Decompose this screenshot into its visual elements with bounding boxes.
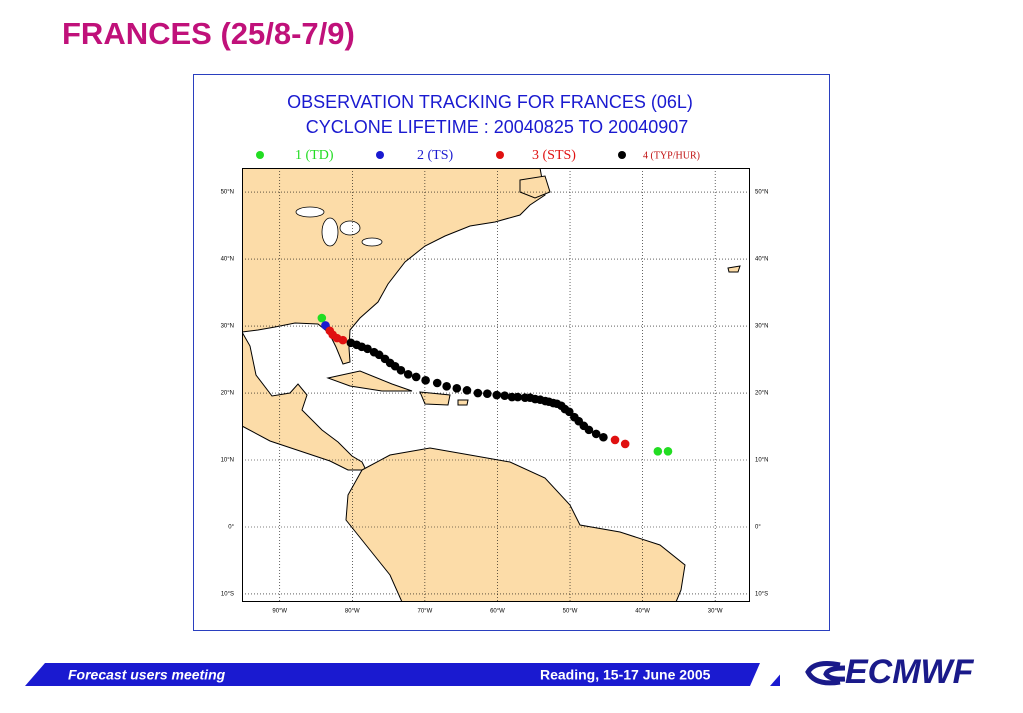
track-point — [473, 388, 483, 398]
map-title: CYCLONE LIFETIME : 20040825 TO 20040907 — [306, 117, 689, 137]
y-tick-label: 10°N — [755, 458, 768, 464]
x-tick-label: 60°W — [490, 609, 505, 615]
logo-swirl — [805, 661, 846, 686]
footer-right: Reading, 15-17 June 2005 — [540, 667, 711, 683]
footer-notch — [0, 663, 45, 686]
track-point — [432, 378, 442, 388]
footer-bar — [0, 663, 780, 686]
track-point — [403, 369, 413, 379]
lakes — [295, 206, 383, 247]
y-tick-label: 40°N — [221, 257, 234, 263]
track-point — [591, 429, 601, 439]
track-point — [663, 447, 673, 456]
y-tick-label: 30°N — [221, 324, 234, 330]
legend-marker — [496, 151, 504, 159]
land — [242, 168, 741, 602]
legend-label: 4 (TYP/HUR) — [643, 150, 700, 161]
track-point — [442, 382, 451, 391]
x-tick-label: 70°W — [418, 609, 433, 615]
track-point — [507, 392, 517, 402]
y-tick-label: 0° — [755, 525, 761, 531]
track-point — [411, 372, 421, 382]
track-point — [482, 389, 492, 399]
track-point — [570, 412, 579, 422]
legend-label: 1 (TD) — [295, 148, 334, 163]
legend-marker — [256, 151, 264, 159]
y-tick-label: 20°N — [221, 391, 234, 397]
x-tick-label: 90°W — [272, 609, 287, 615]
legend-label: 3 (STS) — [532, 148, 576, 163]
track-point — [369, 347, 379, 357]
track-point — [346, 338, 356, 348]
y-tick-label: 20°N — [755, 391, 768, 397]
x-tick-label: 30°W — [708, 609, 723, 615]
track-point — [500, 391, 510, 401]
y-tick-label: 40°N — [755, 257, 768, 263]
y-tick-label: 0° — [228, 525, 234, 531]
legend-marker — [376, 151, 384, 159]
y-tick-label: 30°N — [755, 324, 768, 330]
map-title: OBSERVATION TRACKING FOR FRANCES (06L) — [287, 92, 693, 112]
logo: ECMWF — [845, 653, 975, 691]
y-tick-label: 50°N — [755, 190, 768, 196]
track-point — [653, 447, 663, 456]
track-point — [620, 439, 630, 449]
track-point — [610, 435, 620, 445]
track-point — [599, 432, 608, 442]
track-point — [325, 326, 335, 336]
track-point — [520, 393, 530, 403]
track-point — [421, 376, 430, 385]
slide-title: FRANCES (25/8-7/9) — [62, 16, 355, 51]
x-tick-label: 50°W — [563, 609, 578, 615]
legend-marker — [618, 151, 626, 159]
footer-left: Forecast users meeting — [68, 667, 226, 683]
track-point — [317, 313, 327, 323]
y-tick-label: 10°S — [755, 592, 768, 598]
x-tick-label: 80°W — [345, 609, 360, 615]
y-tick-label: 10°N — [221, 458, 234, 464]
track-point — [452, 384, 462, 393]
map-border — [242, 168, 750, 602]
y-tick-label: 10°S — [221, 592, 234, 598]
y-tick-label: 50°N — [221, 190, 234, 196]
track-point — [492, 390, 502, 400]
track-point — [462, 386, 472, 395]
footer-notch — [750, 663, 790, 686]
legend-label: 2 (TS) — [417, 148, 454, 163]
x-tick-label: 40°W — [635, 609, 650, 615]
